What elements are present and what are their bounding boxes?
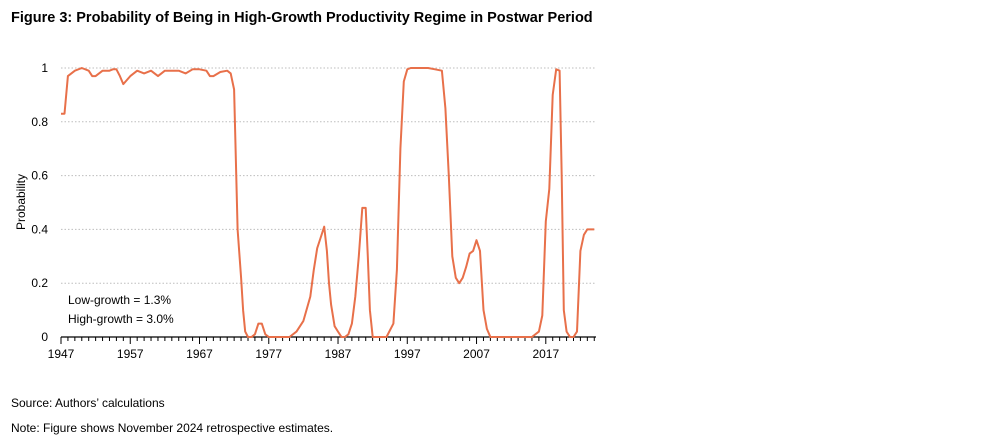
y-tick-label: 1 (41, 61, 48, 75)
series-line (61, 67, 595, 338)
source-note: Source: Authors’ calculations (11, 396, 165, 410)
x-tick-label: 1987 (325, 347, 352, 361)
x-tick-label: 1947 (48, 347, 75, 361)
line-chart: Probability 0 0.2 0.4 0.6 0.8 1 1947 1957 1967 1… (14, 61, 596, 361)
x-tick-label: 2017 (532, 347, 559, 361)
y-tick-label: 0.8 (31, 115, 48, 129)
y-tick-label: 0.6 (31, 169, 48, 183)
x-tick-label: 1967 (186, 347, 213, 361)
y-tick-label: 0.4 (31, 222, 48, 236)
figure-title: Figure 3: Probability of Being in High-G… (11, 10, 593, 26)
x-tick-label: 1977 (255, 347, 282, 361)
annotation-high-growth: High-growth = 3.0% (68, 312, 174, 326)
y-tick-label: 0.2 (31, 276, 48, 290)
x-tick-label: 1997 (394, 347, 421, 361)
annotation-low-growth: Low-growth = 1.3% (68, 293, 171, 307)
y-tick-label: 0 (41, 330, 48, 344)
estimate-note: Note: Figure shows November 2024 retrosp… (11, 421, 334, 435)
y-axis-label: Probability (14, 174, 28, 230)
x-tick-label: 2007 (463, 347, 490, 361)
x-tick-label: 1957 (117, 347, 144, 361)
